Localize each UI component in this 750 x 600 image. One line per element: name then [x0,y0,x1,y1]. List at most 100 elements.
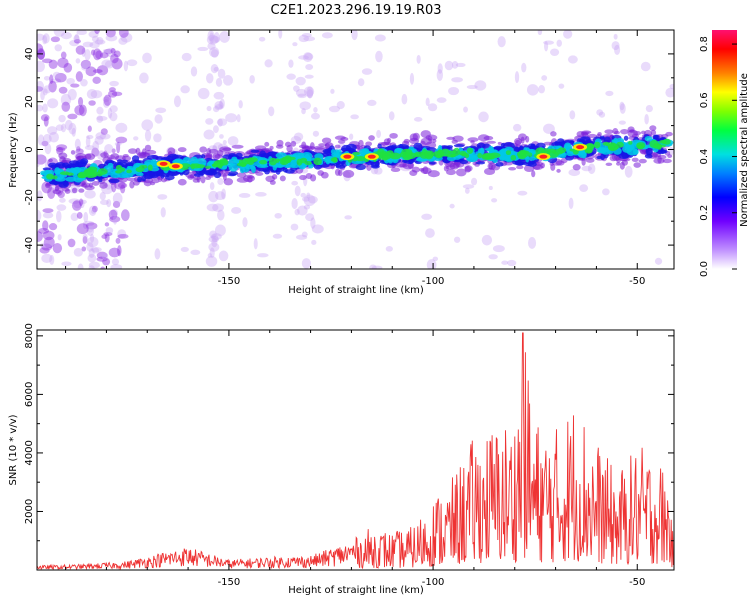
ridge-cyan [387,157,394,164]
ridge-outer [497,141,502,145]
noise-speck [105,227,114,235]
noise-speck [83,211,89,223]
noise-speck [288,59,294,68]
ridge-outer [368,135,375,141]
noise-speck [58,114,66,123]
noise-speck [40,114,50,122]
noise-speck [82,222,89,230]
noise-speck [567,55,578,64]
noise-speck [55,210,62,223]
noise-speck [94,136,104,145]
ridge-blue [141,173,147,182]
noise-speck [357,78,365,87]
noise-speck [37,60,45,73]
ridge-outer [275,144,284,149]
ridge-green [662,138,671,145]
noise-speck [253,238,258,250]
noise-speck [298,55,309,60]
noise-speck [88,265,95,269]
noise-speck [306,86,314,99]
noise-speck [82,220,95,227]
ridge-outer [70,150,76,155]
ridge-blue [644,153,653,159]
ridge-green [97,168,108,175]
noise-speck [117,182,128,189]
noise-speck [206,105,212,112]
ridge-cyan [107,162,114,168]
noise-speck [117,245,122,257]
ridge-green [437,149,443,158]
noise-speck [115,237,121,244]
noise-speck [43,76,51,81]
ridge-green [424,150,435,158]
noise-speck [437,63,443,74]
y-tick-label-0: 2000 [24,499,35,524]
ridge-outer [464,165,471,173]
ridge-blue [528,145,540,150]
ridge-outer [216,149,224,157]
noise-speck [81,61,90,70]
noise-speck [526,84,539,96]
noise-speck [78,104,87,117]
ridge-blue [554,141,559,146]
noise-speck [104,60,114,69]
noise-speck [369,264,377,269]
noise-speck [311,239,317,245]
noise-speck [215,77,223,87]
noise-speck [350,114,359,120]
noise-speck [89,41,100,49]
noise-speck [206,73,214,84]
noise-speck [75,45,86,55]
noise-speck [370,166,379,175]
ridge-blue [377,143,382,149]
y-tick-label-2: 0 [24,146,35,152]
ridge-green [548,148,556,153]
ridge-green [488,152,501,159]
ridge-cyan [70,170,80,175]
ridge-blue [42,167,51,171]
noise-speck [37,80,45,92]
noise-speck [514,71,520,84]
ridge-outer [177,147,187,153]
colorbar-tick-label-1: 0.2 [699,205,710,221]
noise-speck [103,48,113,55]
noise-speck [57,57,69,68]
noise-speck [60,51,67,59]
noise-speck [86,242,94,252]
noise-speck [466,85,478,90]
noise-speck [111,91,123,97]
snr-background [37,330,674,570]
noise-speck [90,233,95,243]
x-tick-label-1: -100 [422,577,445,588]
noise-speck [208,242,220,252]
noise-speck [84,49,91,61]
noise-speck [203,129,215,140]
noise-speck [227,136,239,146]
noise-speck [413,117,423,122]
noise-speck [48,131,59,143]
noise-speck [37,154,47,165]
ridge-outer [356,144,361,150]
noise-speck [96,116,108,121]
noise-speck [300,192,306,198]
noise-speck [54,72,67,83]
noise-speck [336,101,345,110]
ridge-green [126,169,132,174]
ridge-green [557,147,567,154]
ridge-blue [623,135,629,141]
noise-speck [209,230,217,239]
noise-speck [82,236,88,244]
spectrogram-frame [36,29,675,270]
noise-speck [478,111,489,123]
noise-speck [154,114,163,124]
ridge-outer [486,140,496,144]
colorbar: 0.0 0.2 0.4 0.6 0.8 Normalized spectral ampl… [699,30,750,277]
noise-speck [73,39,81,44]
noise-speck [41,243,53,251]
noise-speck [209,32,215,44]
noise-speck [37,232,42,243]
ridge-outer [199,146,207,153]
noise-speck [96,251,108,259]
ridge-green [180,166,189,170]
noise-speck [624,165,633,178]
